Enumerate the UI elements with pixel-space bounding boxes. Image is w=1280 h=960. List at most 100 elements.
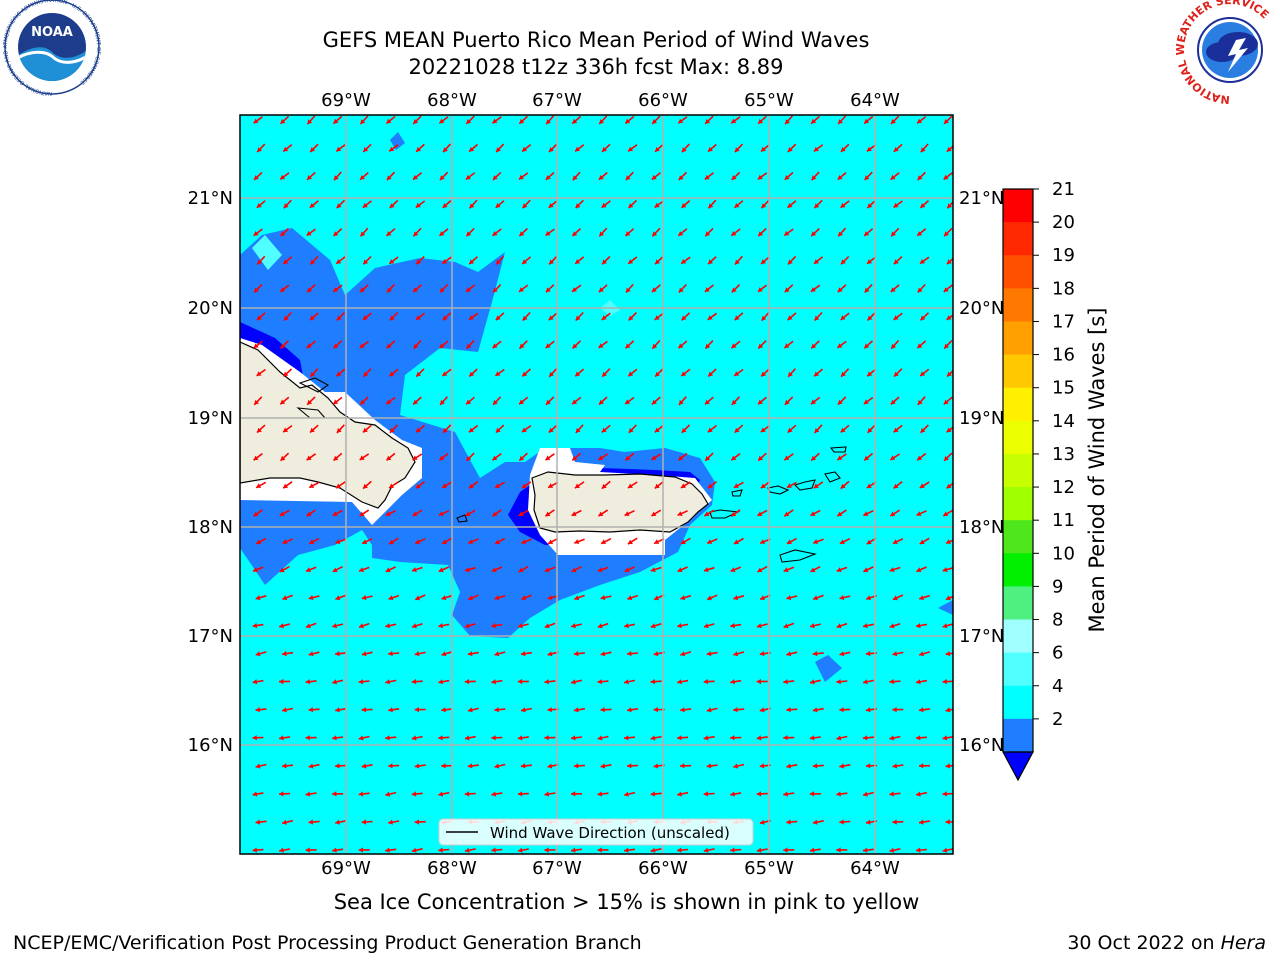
wave-direction-arrowhead	[866, 539, 872, 545]
wave-direction-arrowhead	[467, 651, 473, 657]
wave-direction-arrowhead	[862, 735, 868, 741]
wave-direction-arrowhead	[256, 539, 262, 544]
wave-direction-arrowhead	[756, 847, 762, 853]
wave-direction-arrowhead	[758, 455, 764, 461]
wave-direction-arrowhead	[307, 119, 313, 125]
wave-direction-arrowhead	[650, 567, 656, 573]
wave-direction-arrowhead	[917, 118, 923, 124]
lon-label-bottom: 66°W	[638, 858, 688, 879]
wave-direction-arrowhead	[761, 146, 766, 152]
lat-label-left: 16°N	[188, 735, 233, 756]
wave-direction-arrowhead	[812, 707, 818, 713]
wave-direction-arrowhead	[439, 175, 445, 180]
wave-direction-arrowhead	[575, 146, 581, 152]
wave-direction-arrowhead	[548, 539, 554, 544]
wave-direction-arrowhead	[627, 651, 632, 657]
wave-direction-arrowhead	[466, 119, 472, 124]
wave-direction-arrowhead	[385, 679, 390, 685]
wave-direction-arrowhead	[944, 455, 949, 461]
wave-direction-arrowhead	[518, 511, 524, 516]
wave-direction-arrowhead	[491, 567, 497, 573]
wave-direction-arrowhead	[624, 567, 630, 573]
wave-direction-arrowhead	[760, 539, 766, 544]
wave-direction-arrowhead	[731, 511, 737, 517]
wave-direction-arrowhead	[705, 399, 710, 405]
wave-direction-arrowhead	[309, 203, 315, 208]
wave-direction-arrowhead	[282, 819, 287, 825]
wave-direction-arrowhead	[942, 679, 947, 685]
wave-direction-arrowhead	[309, 315, 315, 321]
wave-direction-arrowhead	[730, 623, 735, 629]
wave-direction-arrowhead	[280, 343, 286, 349]
wave-direction-arrowhead	[308, 707, 313, 713]
wave-direction-arrowhead	[255, 595, 261, 601]
colorbar-swatch	[1003, 288, 1033, 322]
wave-direction-arrowhead	[385, 847, 390, 853]
wave-direction-arrowhead	[733, 595, 739, 601]
wave-direction-arrowhead	[678, 455, 684, 461]
wave-direction-arrowhead	[837, 399, 843, 405]
wave-direction-arrowhead	[836, 847, 841, 853]
wave-direction-arrowhead	[491, 679, 496, 685]
wave-direction-arrowhead	[279, 511, 285, 516]
wave-direction-arrowhead	[465, 567, 470, 573]
wave-direction-arrowhead	[890, 174, 896, 180]
wave-direction-arrowhead	[733, 707, 738, 713]
wave-direction-arrowhead	[358, 847, 363, 853]
wave-direction-arrowhead	[730, 791, 735, 797]
wave-direction-arrowhead	[757, 511, 763, 516]
wave-direction-arrowhead	[438, 567, 444, 573]
wave-direction-arrowhead	[890, 455, 896, 460]
wave-direction-arrowhead	[916, 791, 921, 797]
wave-direction-arrowhead	[788, 371, 793, 377]
wave-direction-arrowhead	[917, 175, 923, 180]
wave-direction-arrowhead	[252, 623, 258, 629]
wave-direction-arrowhead	[654, 315, 660, 320]
wave-direction-arrowhead	[889, 567, 895, 573]
wave-direction-arrowhead	[254, 175, 259, 180]
wave-direction-arrowhead	[548, 427, 554, 433]
wave-direction-arrowhead	[680, 651, 686, 657]
wave-direction-arrowhead	[761, 259, 766, 264]
wave-direction-arrowhead	[705, 119, 711, 124]
wave-direction-arrowhead	[464, 679, 470, 685]
wave-direction-arrowhead	[653, 763, 659, 769]
colorbar-swatch	[1003, 619, 1033, 654]
wave-direction-arrowhead	[597, 567, 603, 573]
colorbar-swatch	[1003, 487, 1033, 521]
wave-direction-arrowhead	[731, 287, 737, 293]
wave-direction-arrowhead	[758, 118, 764, 124]
wave-direction-arrowhead	[306, 343, 312, 348]
wave-direction-arrowhead	[522, 203, 528, 209]
wave-direction-arrowhead	[547, 763, 553, 769]
wave-direction-arrowhead	[864, 343, 870, 349]
wave-direction-arrowhead	[784, 175, 790, 180]
wave-direction-arrowhead	[864, 287, 870, 293]
wave-direction-arrowhead	[809, 679, 815, 685]
colorbar-title: Mean Period of Wind Waves [s]	[1085, 307, 1109, 633]
wave-direction-arrowhead	[837, 455, 843, 460]
wave-direction-arrowhead	[734, 315, 740, 321]
wave-direction-arrowhead	[625, 175, 631, 181]
wave-direction-arrowhead	[519, 118, 525, 124]
wave-direction-arrowhead	[548, 203, 554, 208]
colorbar-under-triangle	[1001, 751, 1035, 782]
wave-direction-arrowhead	[441, 651, 447, 657]
wave-direction-arrowhead	[386, 175, 392, 181]
wave-direction-arrowhead	[734, 147, 740, 153]
wave-direction-arrowhead	[336, 371, 342, 377]
wave-direction-arrowhead	[440, 287, 445, 293]
wave-direction-arrowhead	[388, 595, 394, 601]
wave-direction-arrowhead	[519, 231, 525, 237]
wave-direction-arrowhead	[761, 315, 767, 321]
colorbar-tick-label: 9	[1052, 576, 1063, 597]
wave-direction-arrowhead	[597, 623, 603, 629]
wave-direction-arrowhead	[389, 259, 395, 264]
wave-direction-arrowhead	[756, 623, 762, 629]
wave-direction-arrowhead	[465, 511, 471, 516]
wave-direction-arrowhead	[335, 651, 340, 657]
nws-logo: NATIONAL WEATHER SERVICE	[1174, 0, 1278, 106]
wave-direction-arrowhead	[547, 707, 552, 713]
wave-direction-arrowhead	[624, 847, 629, 853]
wave-direction-arrowhead	[333, 175, 339, 181]
